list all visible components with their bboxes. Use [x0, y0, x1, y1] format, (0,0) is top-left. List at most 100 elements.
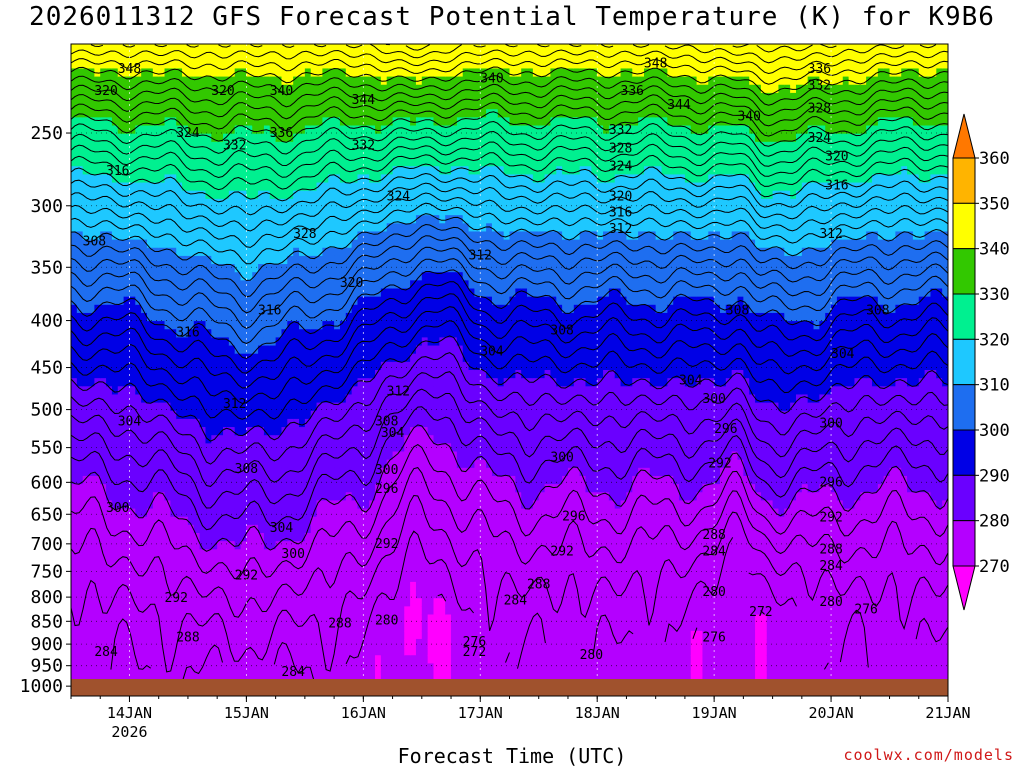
theta-cell	[328, 247, 335, 257]
theta-cell	[404, 353, 411, 363]
theta-cell	[269, 557, 277, 567]
theta-cell	[258, 524, 265, 534]
theta-cell	[100, 223, 107, 233]
theta-cell	[404, 321, 411, 330]
theta-cell	[217, 272, 224, 282]
theta-cell	[386, 149, 394, 159]
theta-cell	[246, 508, 253, 518]
theta-cell	[234, 451, 242, 461]
theta-cell	[421, 117, 429, 127]
theta-cell	[415, 361, 423, 371]
theta-cell	[187, 92, 195, 102]
theta-cell	[398, 508, 405, 518]
theta-cell	[345, 345, 353, 355]
theta-cell	[263, 541, 271, 550]
theta-cell	[310, 149, 318, 159]
theta-cell	[135, 117, 142, 127]
theta-cell	[211, 198, 218, 208]
theta-cell	[94, 524, 101, 534]
theta-cell	[199, 166, 207, 176]
theta-cell	[398, 516, 405, 526]
theta-cell	[147, 573, 154, 583]
theta-cell	[357, 598, 365, 608]
theta-cell	[293, 630, 300, 640]
theta-cell	[258, 361, 265, 371]
theta-cell	[339, 581, 347, 591]
theta-cell	[304, 223, 312, 233]
theta-cell	[281, 304, 289, 314]
theta-cell	[205, 125, 213, 135]
theta-cell	[263, 231, 271, 241]
theta-cell	[71, 557, 78, 567]
theta-cell	[345, 451, 353, 461]
theta-cell	[223, 52, 230, 61]
theta-cell	[263, 255, 271, 265]
theta-cell	[228, 467, 236, 477]
theta-cell	[380, 630, 388, 640]
theta-cell	[182, 638, 189, 648]
theta-cell	[369, 500, 376, 510]
theta-cell	[404, 508, 411, 518]
theta-cell	[193, 149, 201, 159]
theta-cell	[147, 541, 154, 550]
theta-cell	[275, 321, 283, 330]
theta-cell	[100, 590, 107, 599]
theta-cell	[176, 492, 183, 502]
theta-cell	[269, 541, 277, 550]
theta-cell	[410, 467, 417, 477]
theta-cell	[205, 223, 213, 233]
theta-cell	[357, 500, 365, 510]
theta-cell	[152, 435, 160, 445]
theta-cell	[135, 60, 142, 70]
theta-cell	[176, 410, 183, 420]
theta-cell	[351, 451, 359, 461]
theta-cell	[223, 158, 230, 167]
theta-cell	[106, 590, 113, 599]
theta-cell	[328, 557, 335, 567]
theta-cell	[217, 590, 224, 599]
theta-cell	[281, 84, 289, 94]
theta-cell	[234, 663, 242, 673]
theta-cell	[141, 581, 148, 591]
theta-cell	[88, 215, 96, 224]
theta-cell	[106, 158, 113, 167]
theta-cell	[176, 288, 183, 298]
theta-cell	[217, 345, 224, 355]
theta-cell	[246, 247, 253, 257]
theta-cell	[369, 378, 376, 387]
theta-cell	[223, 647, 230, 656]
theta-cell	[106, 280, 113, 290]
theta-cell	[427, 101, 435, 110]
theta-cell	[205, 101, 213, 110]
theta-cell	[123, 492, 131, 502]
theta-cell	[88, 264, 96, 273]
theta-cell	[386, 590, 394, 599]
theta-cell	[129, 345, 137, 355]
theta-cell	[351, 435, 359, 445]
theta-cell	[71, 52, 78, 61]
theta-cell	[310, 84, 318, 94]
theta-cell	[199, 524, 207, 534]
theta-cell	[339, 133, 347, 143]
theta-cell	[129, 92, 137, 102]
theta-cell	[316, 174, 324, 184]
theta-cell	[269, 402, 277, 412]
theta-cell	[182, 44, 189, 53]
theta-cell	[398, 44, 405, 53]
theta-cell	[100, 264, 107, 273]
theta-cell	[94, 663, 101, 673]
theta-cell	[88, 255, 96, 265]
theta-cell	[176, 386, 183, 396]
theta-cell	[375, 239, 382, 249]
theta-cell	[345, 215, 353, 224]
theta-cell	[351, 386, 359, 396]
theta-cell	[240, 68, 248, 78]
theta-cell	[234, 60, 242, 70]
theta-cell	[380, 614, 388, 624]
theta-cell	[141, 182, 148, 192]
theta-cell	[380, 671, 388, 681]
theta-cell	[398, 239, 405, 249]
theta-cell	[164, 467, 172, 477]
theta-cell	[228, 459, 236, 469]
theta-cell	[88, 427, 96, 436]
